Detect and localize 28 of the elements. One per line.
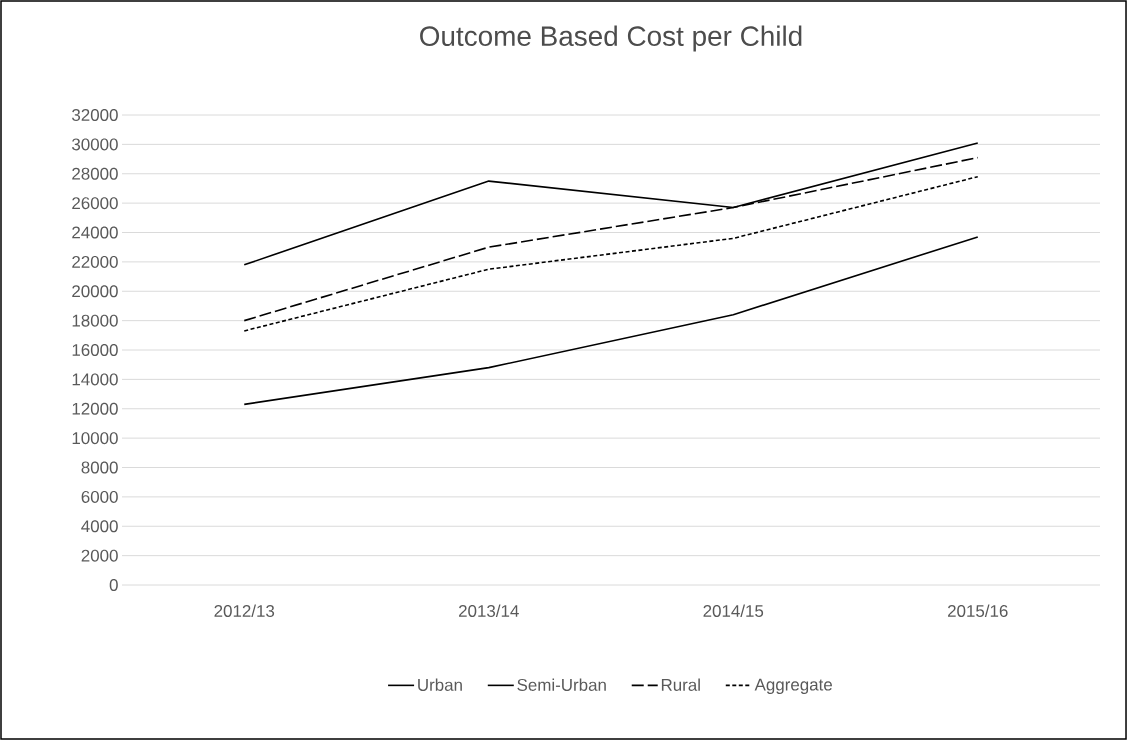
- y-tick-label: 26000: [72, 197, 118, 210]
- y-tick-label: 24000: [72, 226, 118, 239]
- y-tick-label: 28000: [72, 167, 118, 180]
- legend-label: Urban: [418, 678, 462, 691]
- x-tick-label: 2014/15: [703, 604, 764, 617]
- y-tick-label: 0: [109, 579, 118, 591]
- legend-label: Aggregate: [754, 678, 832, 694]
- legend-label: Rural: [661, 678, 700, 691]
- y-tick-label: 10000: [72, 432, 118, 445]
- line-series: [243, 236, 979, 406]
- x-tick-label: 2015/16: [948, 604, 1008, 617]
- y-tick-label: 30000: [72, 138, 118, 151]
- x-tick-label: 2012/13: [214, 604, 275, 617]
- y-tick-label: 32000: [72, 109, 118, 121]
- y-tick-label: 4000: [81, 520, 118, 533]
- y-tick-label: 14000: [72, 373, 118, 386]
- y-tick-label: 22000: [72, 255, 118, 268]
- y-tick-label: 16000: [72, 344, 118, 356]
- y-tick-label: 6000: [81, 490, 118, 503]
- y-tick-label: 20000: [72, 285, 118, 298]
- legend-label: Semi-Urban: [517, 678, 606, 691]
- y-tick-label: 8000: [81, 461, 118, 474]
- line-series: [243, 175, 979, 332]
- chart-title: Outcome Based Cost per Child: [420, 25, 802, 52]
- y-tick-label: 2000: [81, 549, 118, 562]
- x-tick-label: 2013/14: [459, 604, 519, 617]
- y-tick-label: 18000: [72, 314, 118, 327]
- y-tick-label: 12000: [72, 402, 118, 415]
